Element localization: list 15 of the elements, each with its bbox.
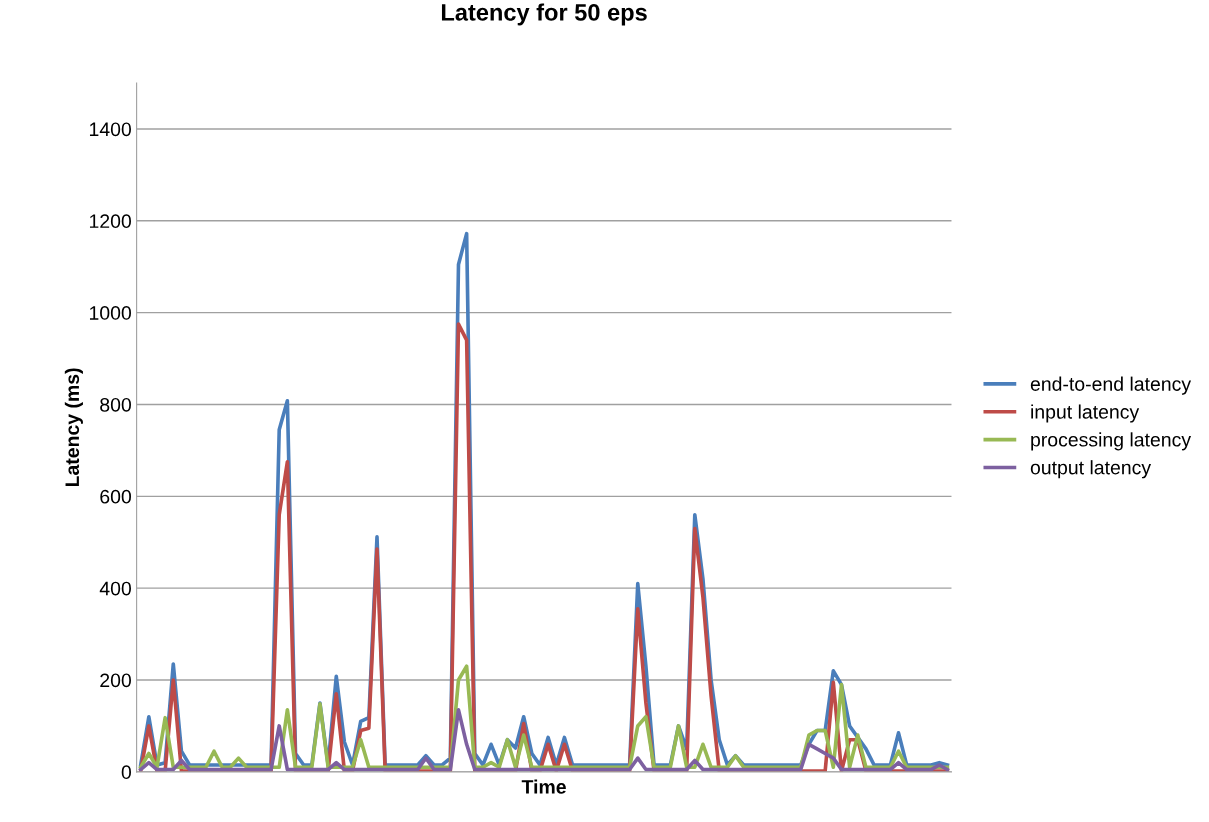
legend-label: output latency: [1030, 460, 1152, 479]
legend-label: end-to-end latency: [1030, 376, 1192, 395]
chart-title: Latency for 50 eps: [441, 3, 647, 26]
y-tick-label: 1000: [89, 306, 131, 320]
y-tick-label: 600: [100, 489, 131, 504]
x-axis-title: Time: [521, 779, 566, 794]
legend-label: input latency: [1031, 404, 1140, 423]
y-tick-label: 0: [121, 765, 131, 780]
y-tick-label: 800: [100, 397, 131, 412]
y-tick-label: 1400: [89, 122, 131, 137]
y-tick-label: 400: [99, 581, 131, 596]
y-tick-label: 1200: [89, 214, 131, 229]
y-axis-title: Latency (ms): [64, 368, 83, 487]
y-tick-label: 200: [100, 673, 131, 688]
legend-label: processing latency: [1031, 432, 1192, 451]
